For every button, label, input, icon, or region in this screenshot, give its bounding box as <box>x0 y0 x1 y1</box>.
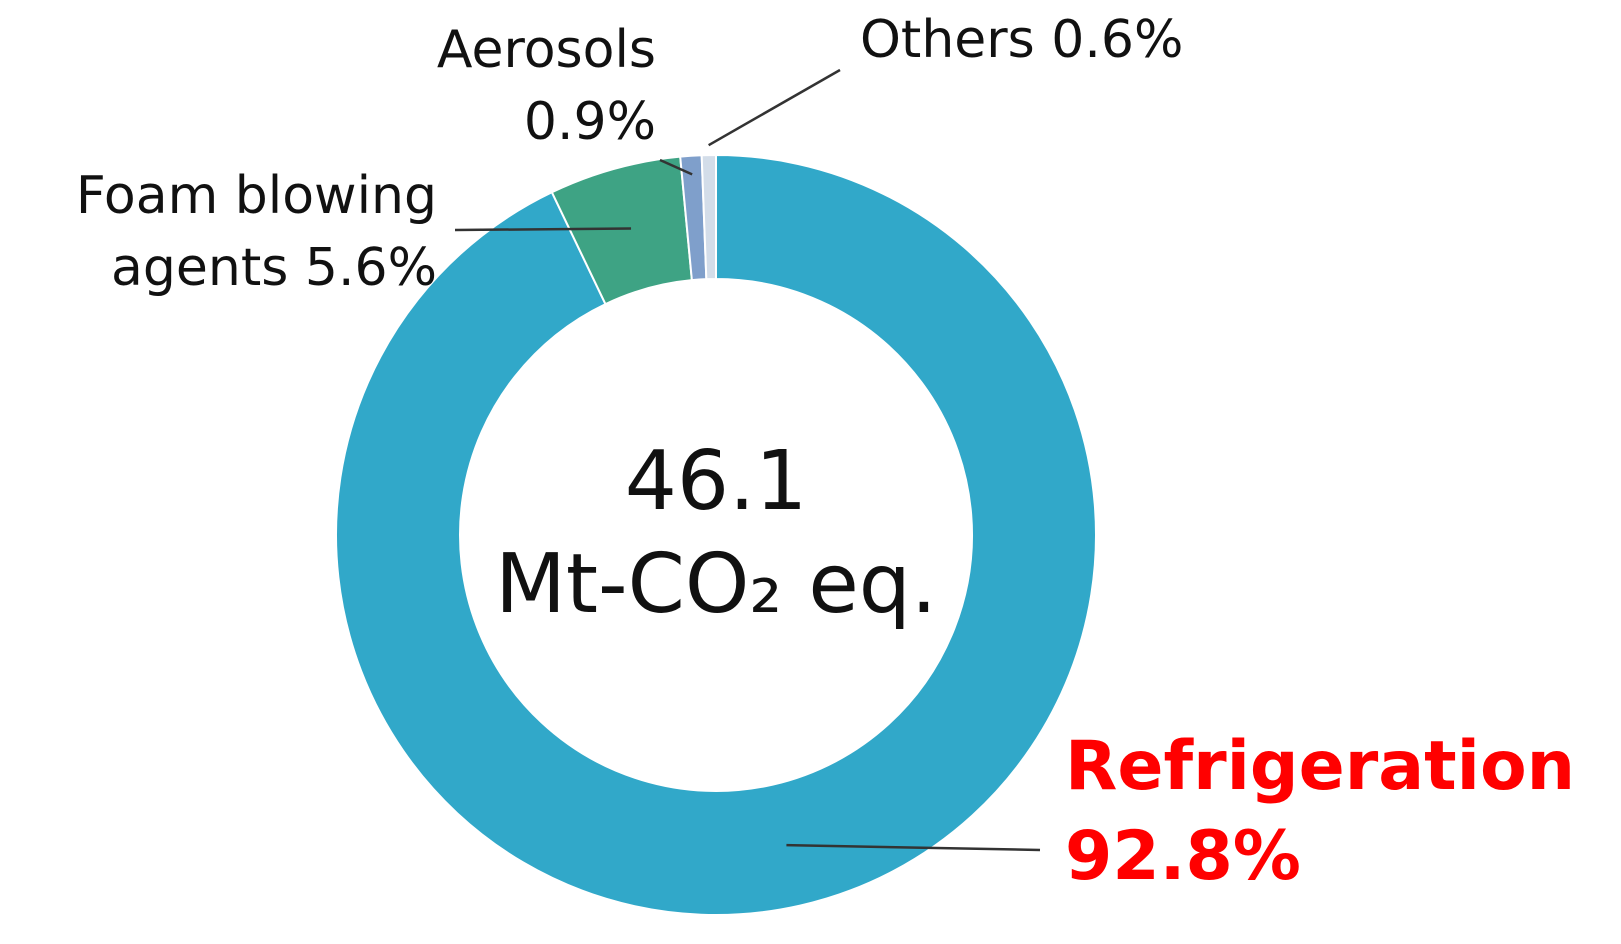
data-label: Refrigeration 92.8% <box>1065 722 1585 902</box>
donut-slice <box>700 153 717 281</box>
leader-line <box>786 843 1041 852</box>
category-label: Aerosols <box>436 20 656 80</box>
value-label: 92.8% <box>1065 817 1301 896</box>
value-label: 0.9% <box>523 92 656 152</box>
center-value: 46.1 <box>624 434 808 529</box>
value-label: 5.6% <box>304 238 437 298</box>
data-label: Aerosols 0.9% <box>330 14 656 158</box>
value-label: 0.6% <box>1051 10 1184 70</box>
center-unit: Mt-CO₂ eq. <box>495 537 937 632</box>
category-label: Foam blowing agents <box>75 166 437 298</box>
leader-line <box>708 68 841 147</box>
leader-line <box>659 158 693 176</box>
donut-slice <box>335 153 1097 916</box>
category-label: Others <box>860 10 1035 70</box>
data-label: Others 0.6% <box>860 4 1260 76</box>
leader-line <box>454 227 632 232</box>
category-label: Refrigeration <box>1065 727 1576 806</box>
data-label: Foam blowing agents 5.6% <box>0 160 437 304</box>
